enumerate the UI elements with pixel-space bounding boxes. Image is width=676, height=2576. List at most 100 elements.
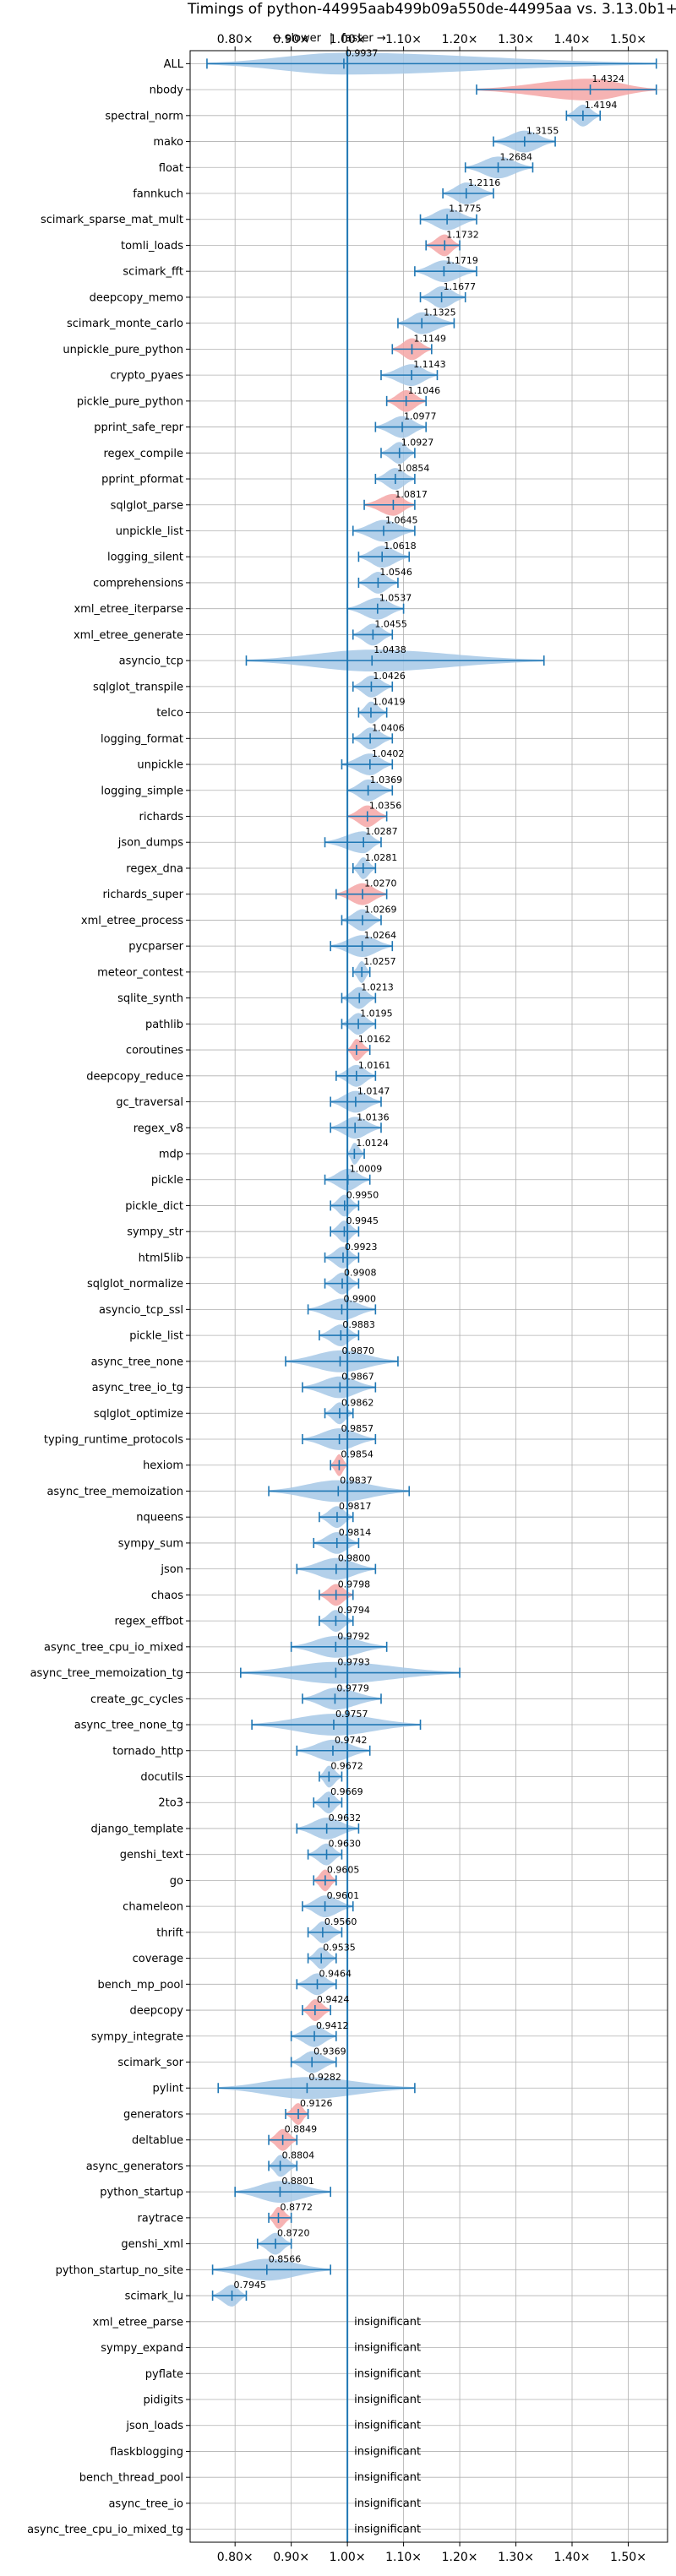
- benchmark-label: deepcopy_reduce: [86, 1070, 183, 1083]
- benchmark-label: async_tree_none_tg: [74, 1720, 183, 1732]
- value-label: 0.9424: [317, 1994, 350, 2005]
- benchmark-label: pickle: [151, 1174, 183, 1187]
- x-tick-label-top: 1.00×: [330, 33, 366, 46]
- benchmark-label: xml_etree_process: [81, 915, 183, 927]
- direction-faster: faster →: [341, 32, 386, 45]
- benchmark-label: async_tree_cpu_io_mixed: [44, 1641, 183, 1654]
- benchmark-label: sqlite_synth: [117, 992, 183, 1005]
- value-label: 1.0124: [356, 1138, 389, 1149]
- benchmark-label: async_tree_io: [108, 2497, 183, 2510]
- benchmark-label: richards_super: [102, 889, 183, 901]
- value-label: 0.9793: [337, 1657, 370, 1668]
- value-label: 1.3155: [526, 126, 559, 137]
- benchmark-label: pycparser: [128, 941, 183, 954]
- insignificant-label: insignificant: [354, 2367, 421, 2380]
- insignificant-label: insignificant: [354, 2342, 421, 2355]
- benchmark-label: bench_thread_pool: [79, 2472, 183, 2485]
- x-tick-label-bottom: 0.80×: [217, 2551, 254, 2564]
- value-label: 1.0546: [379, 567, 412, 578]
- value-label: 1.0618: [384, 541, 417, 552]
- benchmark-label: pickle_list: [129, 1330, 183, 1343]
- benchmark-label: sqlglot_optimize: [94, 1408, 183, 1421]
- value-label: 1.0438: [373, 644, 406, 655]
- benchmark-label: regex_compile: [103, 448, 183, 460]
- value-label: 0.9126: [300, 2098, 333, 2109]
- benchmark-label: sqlglot_normalize: [87, 1278, 183, 1291]
- x-tick-label-bottom: 1.20×: [442, 2551, 478, 2564]
- x-tick-label-top: 1.40×: [554, 33, 591, 46]
- value-label: 0.9923: [345, 1242, 378, 1253]
- benchmark-label: pprint_safe_repr: [94, 421, 183, 434]
- benchmark-label: meteor_contest: [97, 966, 183, 979]
- value-label: 0.9908: [344, 1268, 377, 1279]
- direction-separator: |: [330, 32, 333, 45]
- benchmark-label: hexiom: [143, 1459, 183, 1472]
- benchmark-label: genshi_xml: [121, 2238, 183, 2251]
- value-label: 1.4194: [585, 100, 618, 111]
- benchmark-label: scimark_monte_carlo: [67, 318, 183, 330]
- benchmark-label: tomli_loads: [121, 240, 183, 253]
- benchmark-label: telco: [156, 707, 183, 720]
- benchmark-label: spectral_norm: [105, 110, 183, 122]
- benchmark-label: generators: [123, 2108, 183, 2121]
- benchmark-label: logging_format: [101, 733, 183, 746]
- benchmark-label: raytrace: [137, 2212, 183, 2225]
- value-label: 1.4324: [592, 73, 625, 84]
- value-label: 0.9798: [338, 1579, 371, 1590]
- value-label: 1.2116: [468, 177, 501, 188]
- value-label: 1.0369: [370, 774, 403, 785]
- benchmark-label: mako: [153, 136, 183, 149]
- value-label: 0.9937: [346, 47, 379, 58]
- value-label: 1.0195: [360, 1008, 393, 1019]
- benchmark-label: async_tree_none: [91, 1356, 183, 1368]
- value-label: 0.9800: [338, 1553, 371, 1564]
- value-label: 0.9950: [346, 1189, 379, 1200]
- benchmark-label: chameleon: [123, 1901, 183, 1914]
- benchmark-label: gc_traversal: [116, 1096, 183, 1109]
- benchmark-label: python_startup: [100, 2187, 183, 2199]
- value-label: 1.1149: [413, 333, 445, 344]
- benchmark-label: scimark_lu: [125, 2291, 183, 2303]
- benchmark-label: docutils: [140, 1771, 183, 1784]
- value-label: 1.0537: [379, 593, 412, 604]
- benchmark-label: pickle_pure_python: [77, 395, 183, 408]
- value-label: 0.9601: [327, 1890, 360, 1901]
- value-label: 1.0270: [364, 878, 397, 889]
- value-label: 0.9857: [341, 1423, 374, 1434]
- x-tick-label-bottom: 1.10×: [385, 2551, 422, 2564]
- benchmark-label: deepcopy: [129, 2005, 183, 2018]
- benchmark-label: create_gc_cycles: [90, 1693, 183, 1706]
- benchmark-label: regex_effbot: [114, 1616, 183, 1628]
- x-tick-label-bottom: 1.00×: [330, 2551, 366, 2564]
- benchmark-label: coverage: [133, 1953, 183, 1965]
- axis-layer: 0.80× 0.80× 0.90× 0.90× 1.00× 1.00× 1.10× 1.10×…: [27, 33, 668, 2564]
- value-label: 1.1325: [423, 307, 456, 318]
- benchmark-label: pickle_dict: [125, 1200, 183, 1213]
- value-label: 1.0147: [357, 1086, 390, 1097]
- benchmark-label: sympy_expand: [101, 2342, 183, 2355]
- value-label: 1.0161: [358, 1060, 391, 1071]
- value-label: 0.8804: [282, 2149, 315, 2160]
- value-label: 1.0645: [385, 514, 418, 525]
- value-label: 0.8720: [277, 2228, 310, 2239]
- value-label: 0.9779: [336, 1682, 369, 1693]
- insignificant-label: insignificant: [354, 2497, 421, 2510]
- insignificant-label: insignificant: [354, 2524, 421, 2536]
- value-label: 0.8801: [281, 2176, 314, 2187]
- value-label: 1.0213: [361, 982, 394, 993]
- value-label: 0.9794: [337, 1605, 370, 1616]
- benchmark-label: async_tree_memoization_tg: [30, 1667, 183, 1680]
- benchmark-label: chaos: [151, 1590, 183, 1602]
- x-tick-label-top: 1.10×: [385, 33, 422, 46]
- benchmark-label: sqlglot_parse: [111, 499, 183, 512]
- benchmark-label: genshi_text: [120, 1849, 183, 1861]
- value-label: 1.0009: [350, 1164, 383, 1175]
- x-tick-label-top: 0.90×: [273, 33, 309, 46]
- value-label: 0.7945: [234, 2280, 267, 2291]
- benchmark-label: float: [159, 162, 183, 175]
- value-label: 1.0356: [369, 801, 402, 812]
- value-label: 1.1046: [408, 385, 441, 396]
- value-label: 0.8849: [285, 2124, 318, 2135]
- insignificant-label: insignificant: [354, 2316, 421, 2329]
